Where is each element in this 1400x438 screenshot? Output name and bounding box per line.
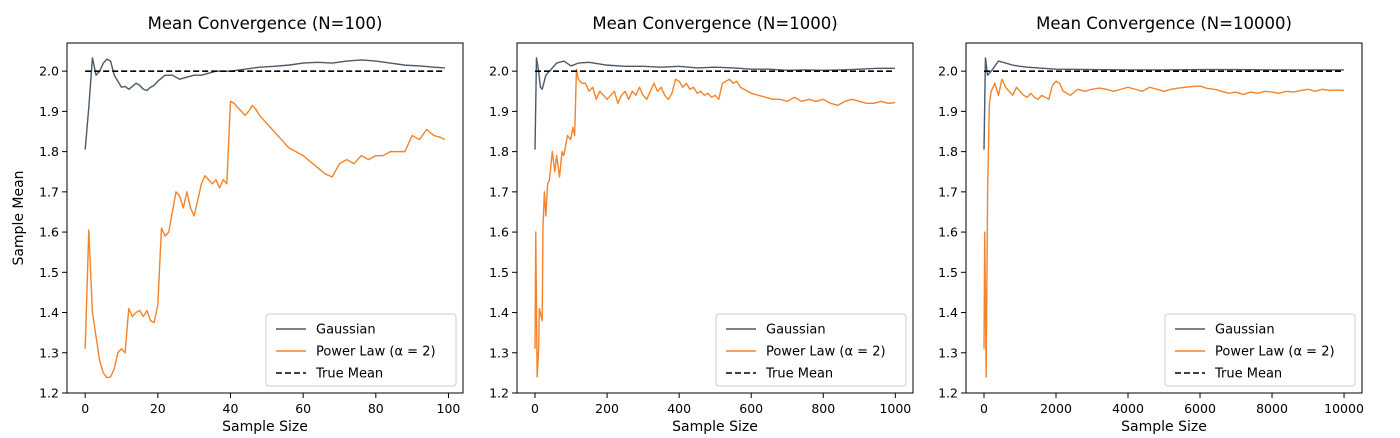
x-tick-label: 80 (368, 401, 384, 416)
y-tick-label: 1.3 (938, 345, 958, 360)
legend-box (1164, 313, 1356, 387)
x-tick-label: 20 (150, 401, 166, 416)
y-tick-label: 1.8 (39, 144, 59, 159)
legend: Gaussian Power Law (α = 2) True Mean (715, 313, 907, 387)
x-tick-label: 1000 (879, 401, 911, 416)
y-tick-label: 1.7 (489, 184, 509, 199)
x-tick-label: 0 (81, 401, 89, 416)
x-tick-label: 200 (595, 401, 619, 416)
axes-frame (66, 42, 464, 394)
legend-box (265, 313, 457, 387)
y-tick-label: 1.4 (39, 305, 59, 320)
y-axis-label: Sample Mean (11, 170, 27, 265)
y-tick-label: 1.7 (938, 184, 958, 199)
axes-frame (965, 42, 1363, 394)
series-line-gaussian (534, 57, 895, 150)
axes-frame (516, 42, 914, 394)
chart-panel-3: 1.2 1.3 1.4 1.5 1.6 1.7 1.8 1.9 2.0 0 2000 4000 6000… (938, 14, 1364, 435)
x-tick-label: 0 (531, 401, 539, 416)
y-tick-label: 1.6 (39, 225, 59, 240)
x-tick-label: 2000 (1040, 401, 1072, 416)
legend-label: Gaussian (766, 323, 826, 338)
x-axis-label: Sample Size (1121, 419, 1207, 435)
y-tick-label: 1.9 (489, 104, 509, 119)
chart-title: Mean Convergence (N=100) (148, 14, 383, 33)
legend: Gaussian Power Law (α = 2) True Mean (265, 313, 457, 387)
y-tick-label: 1.5 (489, 265, 509, 280)
legend-label: Gaussian (1215, 323, 1275, 338)
series-group (534, 57, 896, 378)
y-tick-label: 1.6 (489, 225, 509, 240)
legend-label: True Mean (1214, 367, 1282, 382)
x-tick-label: 800 (811, 401, 835, 416)
x-tick-label: 6000 (1184, 401, 1216, 416)
y-tick-label: 1.7 (39, 184, 59, 199)
legend-label: True Mean (315, 367, 383, 382)
y-tick-label: 1.9 (39, 104, 59, 119)
y-tick-label: 1.4 (938, 305, 958, 320)
x-tick-label: 600 (739, 401, 763, 416)
series-line-gaussian (84, 57, 445, 150)
y-tick-label: 1.9 (938, 104, 958, 119)
x-tick-label: 400 (667, 401, 691, 416)
series-line-gaussian (983, 57, 1344, 150)
x-tick-label: 8000 (1256, 401, 1288, 416)
y-tick-label: 1.5 (938, 265, 958, 280)
chart-panel-2: 1.2 1.3 1.4 1.5 1.6 1.7 1.8 1.9 2.0 0 200 400 600 800… (489, 14, 914, 435)
legend-label: Power Law (α = 2) (1215, 345, 1335, 360)
y-tick-label: 2.0 (938, 64, 958, 79)
x-tick-label: 40 (223, 401, 239, 416)
legend-label: Gaussian (316, 323, 376, 338)
x-tick-label: 10000 (1324, 401, 1364, 416)
x-tick-label: 100 (437, 401, 461, 416)
legend: Gaussian Power Law (α = 2) True Mean (1164, 313, 1356, 387)
chart-panel-1: 1.2 1.3 1.4 1.5 1.6 1.7 1.8 1.9 2.0 0 20 40 60 80 100 M… (11, 14, 464, 435)
series-line-power-law (84, 100, 446, 379)
legend-label: Power Law (α = 2) (316, 345, 436, 360)
y-tick-label: 1.3 (39, 345, 59, 360)
y-tick-label: 1.8 (938, 144, 958, 159)
chart-title: Mean Convergence (N=10000) (1036, 14, 1292, 33)
y-tick-label: 1.2 (938, 386, 958, 401)
y-tick-label: 1.2 (39, 386, 59, 401)
series-group (983, 57, 1345, 378)
series-line-power-law (534, 68, 896, 378)
legend-label: Power Law (α = 2) (766, 345, 886, 360)
series-group (84, 57, 446, 379)
x-axis-label: Sample Size (672, 419, 758, 435)
y-tick-label: 1.8 (489, 144, 509, 159)
legend-label: True Mean (765, 367, 833, 382)
y-tick-label: 1.5 (39, 265, 59, 280)
x-axis-label: Sample Size (222, 419, 308, 435)
y-tick-label: 2.0 (489, 64, 509, 79)
x-tick-label: 4000 (1112, 401, 1144, 416)
x-tick-label: 60 (295, 401, 311, 416)
y-tick-label: 1.4 (489, 305, 509, 320)
x-tick-label: 0 (980, 401, 988, 416)
chart-title: Mean Convergence (N=1000) (592, 14, 837, 33)
legend-box (715, 313, 907, 387)
y-tick-label: 1.2 (489, 386, 509, 401)
series-line-power-law (983, 78, 1345, 378)
y-tick-label: 1.6 (938, 225, 958, 240)
y-tick-label: 1.3 (489, 345, 509, 360)
y-tick-label: 2.0 (39, 64, 59, 79)
